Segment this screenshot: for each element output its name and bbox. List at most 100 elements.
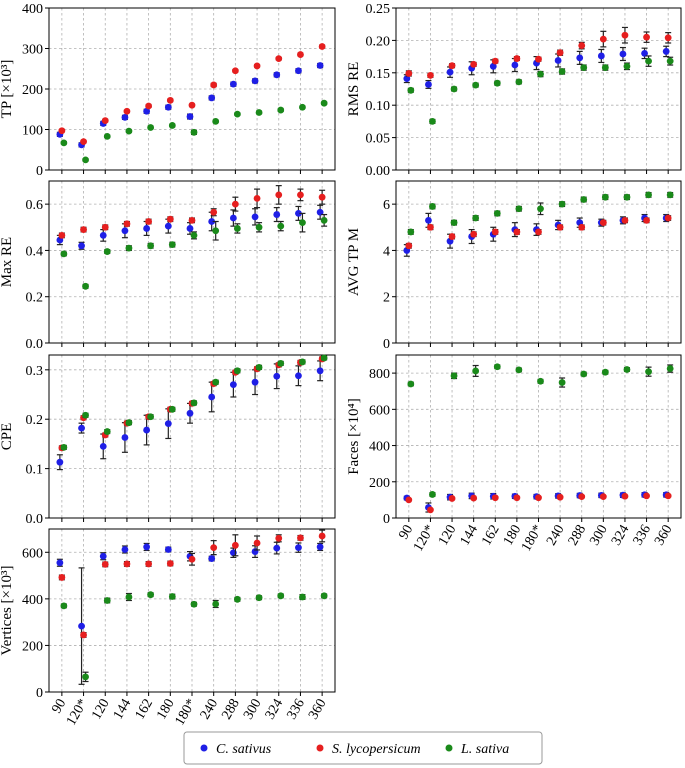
data-point: L. sativa @ 360: 6.4 xyxy=(666,191,674,199)
series-l--sativa: L. sativa @ 90: 0.123 L. sativa @ 120*: 0… xyxy=(407,55,674,125)
y-tick-label: 0.05 xyxy=(366,132,391,147)
data-point: S. lycopersicum @ 120: 4.6 xyxy=(448,233,456,240)
data-point: S. lycopersicum @ 300: 5.2 xyxy=(599,219,607,227)
data-point: L. sativa @ 120: 83 xyxy=(103,132,111,140)
data-point: S. lycopersicum @ 324: 0.64 xyxy=(275,191,283,199)
data-point: S. lycopersicum @ 300: 640 xyxy=(253,539,261,547)
legend-item: S. lycopersicum xyxy=(316,742,421,757)
y-axis-label: AVG TP M xyxy=(346,228,362,296)
data-point: S. lycopersicum @ 324: 120 xyxy=(621,492,629,500)
data-point: S. lycopersicum @ 336: 662 xyxy=(297,534,304,542)
data-point: C. sativus @ 120*: 283 xyxy=(78,622,85,630)
data-point: C. sativus @ 162: 145 xyxy=(143,107,151,115)
y-tick-label: 0.25 xyxy=(366,2,391,17)
x-tick-label: 180* xyxy=(519,523,546,555)
y-tick-label: 4 xyxy=(383,244,390,259)
data-point: L. sativa @ 180: 5.8 xyxy=(515,205,523,213)
y-axis-label: CPE xyxy=(0,423,15,451)
y-tick-label: 300 xyxy=(22,43,43,58)
data-point: L. sativa @ 120*: 0.075 xyxy=(429,118,436,125)
data-point: L. sativa @ 336: 0.168 xyxy=(645,57,652,65)
data-point: S. lycopersicum @ 120*: 245 xyxy=(80,631,87,639)
data-point: C. sativus @ 120: 583 xyxy=(99,552,107,560)
data-point: S. lycopersicum @ 360: 0.204 xyxy=(664,34,672,42)
data-point: S. lycopersicum @ 90: 100 xyxy=(405,496,413,504)
data-point: L. sativa @ 144: 5.4 xyxy=(472,214,480,222)
x-tick-label: 162 xyxy=(479,523,502,549)
data-point: L. sativa @ 300: 805 xyxy=(601,368,609,376)
data-point: C. sativus @ 90: 0.141 xyxy=(403,75,411,83)
data-point: L. sativa @ 162: 835 xyxy=(493,363,501,371)
data-point: C. sativus @ 120*: 0.42 xyxy=(78,242,85,250)
data-point: S. lycopersicum @ 120*: 0.146 xyxy=(427,71,434,79)
data-point: S. lycopersicum @ 240: 115 xyxy=(556,493,564,501)
data-point: S. lycopersicum @ 120*: 0.49 xyxy=(80,226,87,234)
series-c--sativus: C. sativus @ 90: 110C. sativus @ 120*: 5… xyxy=(403,491,670,513)
data-point: S. lycopersicum @ 324: 0.208 xyxy=(621,31,629,39)
y-tick-label: 100 xyxy=(22,124,43,139)
data-point: S. lycopersicum @ 240: 0.181 xyxy=(556,49,564,57)
series-l--sativa: L. sativa @ 90: 740 L. sativa @ 120*: 130… xyxy=(407,363,674,498)
y-tick-label: 2 xyxy=(383,291,390,306)
data-point: S. lycopersicum @ 120*: 45 xyxy=(427,506,434,514)
y-axis-label: Faces [×10⁴] xyxy=(346,398,362,475)
data-point: C. sativus @ 360: 0.565 xyxy=(316,208,324,216)
data-point: S. lycopersicum @ 180*: 570 xyxy=(188,555,196,563)
y-tick-label: 0.0 xyxy=(26,337,44,352)
data-point: S. lycopersicum @ 240: 0.565 xyxy=(210,208,218,216)
data-point: C. sativus @ 240: 0.245 xyxy=(208,393,216,401)
data-point: C. sativus @ 162: 0.495 xyxy=(143,225,151,232)
data-point: S. lycopersicum @ 180*: 4.8 xyxy=(535,228,542,236)
y-tick-label: 400 xyxy=(22,593,43,608)
data-point: L. sativa @ 300: 6.3 xyxy=(601,193,609,201)
data-point: C. sativus @ 324: 235 xyxy=(273,71,281,79)
x-tick-label: 120* xyxy=(411,523,438,555)
data-point: S. lycopersicum @ 162: 0.525 xyxy=(145,218,153,225)
data-point: L. sativa @ 240: 378 xyxy=(212,600,220,608)
data-point: L. sativa @ 300: 142 xyxy=(255,109,263,116)
data-point: L. sativa @ 324: 0.313 xyxy=(277,359,285,367)
data-point: C. sativus @ 180*: 0.495 xyxy=(186,225,194,232)
data-point: S. lycopersicum @ 90: 4.2 xyxy=(405,242,413,250)
data-point: C. sativus @ 180: 155 xyxy=(164,103,172,111)
data-point: S. lycopersicum @ 324: 660 xyxy=(275,534,283,542)
data-point: L. sativa @ 240: 0.152 xyxy=(558,68,566,75)
data-point: L. sativa @ 288: 398 xyxy=(233,595,241,603)
y-axis-label: Vertices [×10³] xyxy=(0,565,15,655)
data-point: C. sativus @ 162: 0.178 xyxy=(143,426,151,434)
y-tick-label: 0 xyxy=(383,337,390,352)
y-tick-label: 400 xyxy=(369,440,390,455)
data-point: S. lycopersicum @ 120: 548 xyxy=(101,560,109,568)
data-point: S. lycopersicum @ 90: 492 xyxy=(58,574,66,581)
data-point: C. sativus @ 336: 620 xyxy=(295,544,302,552)
data-point: L. sativa @ 90: 0.123 xyxy=(407,86,415,94)
y-tick-label: 0.15 xyxy=(366,67,391,82)
series-s--lycopersicum: S. lycopersicum @ 90: 492 S. lycopersicum… xyxy=(58,529,326,639)
data-point: S. lycopersicum @ 360: 670 xyxy=(318,532,326,540)
data-point: C. sativus @ 162: 623 xyxy=(143,543,151,551)
x-tick-label: 324 xyxy=(263,697,286,723)
data-point: S. lycopersicum @ 144: 550 xyxy=(123,560,131,568)
series-l--sativa: L. sativa @ 90: 0.385 L. sativa @ 120*: 0… xyxy=(60,212,328,290)
data-point: S. lycopersicum @ 144: 0.515 xyxy=(123,220,131,228)
legend-marker xyxy=(316,744,324,752)
data-point: S. lycopersicum @ 162: 550 xyxy=(145,560,153,568)
data-point: S. lycopersicum @ 180: 4.8 xyxy=(513,228,521,236)
data-point: C. sativus @ 180*: 132 xyxy=(186,113,194,120)
data-point: S. lycopersicum @ 180*: 160 xyxy=(188,101,196,109)
data-point: L. sativa @ 162: 0.134 xyxy=(493,79,501,87)
legend-item: L. sativa xyxy=(445,742,509,757)
data-point: S. lycopersicum @ 180*: 112 xyxy=(535,494,542,502)
data-point: L. sativa @ 288: 0.298 xyxy=(233,367,241,375)
data-point: L. sativa @ 120: 0.125 xyxy=(450,85,458,93)
data-point: L. sativa @ 360: 413 xyxy=(320,592,328,600)
data-point: C. sativus @ 120: 0.465 xyxy=(99,231,107,239)
data-point: L. sativa @ 288: 0.158 xyxy=(580,64,588,72)
x-tick-label: 336 xyxy=(631,523,654,549)
series-l--sativa: L. sativa @ 90: 370 L. sativa @ 120*: 65 L… xyxy=(60,591,328,683)
panel-faces: 020040060080090120*120144162180180*24028… xyxy=(346,354,682,555)
data-point: S. lycopersicum @ 300: 257 xyxy=(253,62,261,70)
data-point: L. sativa @ 324: 0.505 xyxy=(277,222,285,230)
data-point: S. lycopersicum @ 336: 122 xyxy=(643,492,650,500)
